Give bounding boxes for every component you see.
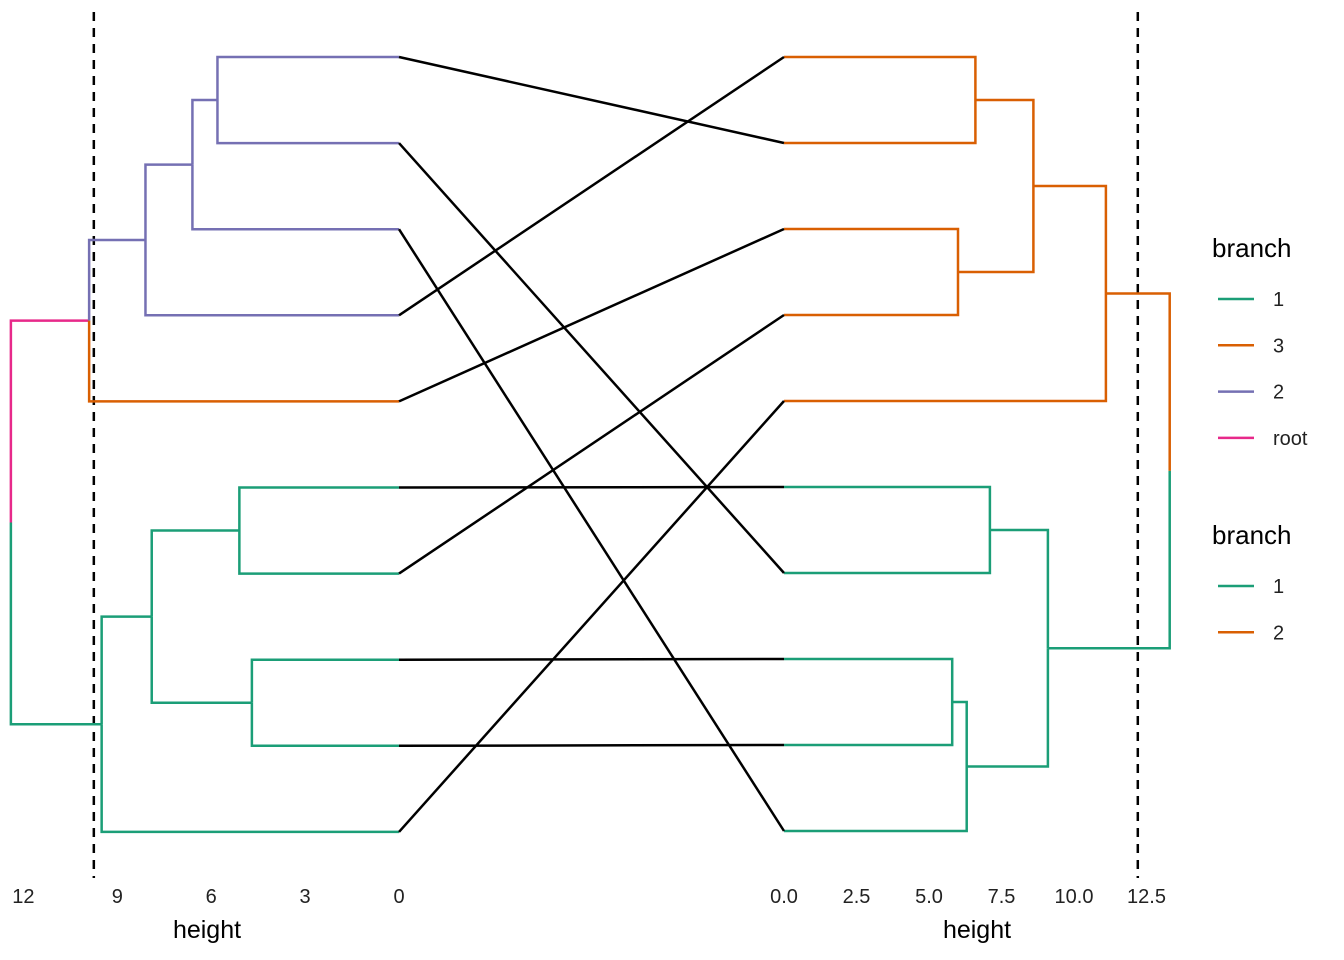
right-dendrogram-branch-R_g3-Rf9: [784, 702, 954, 747]
connection-line-5-3: [398, 227, 785, 403]
right-dendrogram-branch-R_o2-Rf1: [784, 55, 977, 100]
left-dendrogram-branch-L_p1-Lf4: [144, 239, 399, 317]
left-dendrogram-branch-L_p2-Lf3: [191, 164, 399, 231]
right-x-tick-label: 2.5: [843, 886, 871, 908]
left-x-tick-label: 3: [300, 886, 311, 908]
left-x-axis: 12 9 6 3 0: [12, 886, 404, 908]
right-dendrogram-branch-R_top-Rf5: [784, 293, 1108, 403]
right-dendrogram: [784, 55, 1171, 833]
right-dendrogram-branch-R_o2-Rf2: [784, 100, 977, 145]
right-dendrogram-branch-R_top-R_o1: [1033, 184, 1108, 294]
right-x-tick-label: 0.0: [770, 886, 798, 908]
right-dendrogram-branch-R_o1-R_o3: [958, 186, 1035, 274]
right-dendrogram-branch-R_g1-Rf7: [784, 530, 992, 575]
cut-lines: [92, 12, 1140, 878]
right-x-tick-label: 10.0: [1055, 886, 1094, 908]
right-axis-title: height: [943, 916, 1011, 944]
connection-line-2-7: [398, 142, 785, 574]
left-dendrogram: [9, 55, 399, 834]
right-dendrogram-branch-R_bot-R_g1: [989, 528, 1050, 649]
legend-title: branch: [1212, 233, 1292, 263]
legend-label: 2: [1273, 382, 1284, 404]
left-dendrogram-branch-L_g1-L_g2: [150, 529, 240, 617]
left-dendrogram-branch-L_p2-L_p3: [191, 98, 218, 165]
left-dendrogram-branch-L_bot-Lf10: [100, 724, 399, 834]
connection-line-1-2: [398, 55, 785, 145]
left-dendrogram-branch-L_root-L_bot: [9, 522, 102, 726]
connection-line-3-10: [397, 228, 786, 832]
legend-right-branch: branch 1 2: [1212, 520, 1292, 644]
left-dendrogram-branch-L_g2-Lf6: [238, 486, 399, 531]
right-dendrogram-branch-R_g3-Rf8: [784, 657, 954, 702]
right-dendrogram-branch-R_bot-R_g2: [966, 648, 1050, 768]
legend-label: 1: [1273, 576, 1284, 598]
legend-title: branch: [1212, 520, 1292, 550]
legend-left-branch: branch 1 3 2 root: [1212, 233, 1308, 450]
right-dendrogram-branch-R_root-R_top: [1105, 292, 1171, 471]
left-dendrogram-branch-L_bot-L_g1: [100, 615, 152, 725]
connection-lines: [397, 55, 786, 833]
right-dendrogram-branch-R_o1-R_o2: [975, 98, 1035, 186]
left-dendrogram-branch-L_p3-Lf1: [216, 55, 399, 101]
right-dendrogram-branch-R_g2-Rf10: [784, 766, 968, 833]
legend-label: 2: [1273, 622, 1284, 644]
connection-line-10-5: [398, 400, 785, 833]
right-dendrogram-branch-R_g2-R_g3: [952, 700, 968, 767]
left-dendrogram-branch-L_g3-Lf9: [250, 702, 399, 748]
left-x-tick-label: 6: [206, 886, 217, 908]
left-dendrogram-branch-L_g1-L_g3: [150, 616, 252, 704]
connection-line-8-8: [398, 657, 785, 661]
left-dendrogram-branch-L_top-Lf5: [87, 320, 399, 403]
right-dendrogram-branch-R_o3-Rf4: [784, 272, 960, 317]
left-dendrogram-branch-L_g3-Lf8: [250, 658, 399, 703]
left-axis-title: height: [173, 916, 241, 944]
left-x-tick-label: 0: [393, 886, 404, 908]
left-x-tick-label: 12: [12, 886, 34, 908]
connection-line-4-1: [398, 55, 785, 317]
connection-line-6-6: [398, 485, 785, 489]
right-dendrogram-branch-R_root-R_bot: [1047, 470, 1171, 650]
connection-line-7-4: [398, 313, 785, 575]
left-dendrogram-branch-L_p1-L_p2: [144, 163, 193, 240]
left-dendrogram-branch-L_top-L_p1: [87, 238, 146, 321]
connection-line-9-9: [398, 743, 785, 748]
right-x-tick-label: 5.0: [915, 886, 943, 908]
left-dendrogram-branch-L_p3-Lf2: [216, 100, 399, 145]
right-dendrogram-branch-R_o3-Rf3: [784, 227, 960, 272]
right-x-axis: 0.0 2.5 5.0 7.5 10.0 12.5: [770, 886, 1166, 908]
left-dendrogram-branch-L_g2-Lf7: [238, 530, 399, 575]
legend-label: root: [1273, 428, 1308, 450]
left-x-tick-label: 9: [112, 886, 123, 908]
right-x-tick-label: 7.5: [988, 886, 1016, 908]
legend-label: 1: [1273, 289, 1284, 311]
legend-label: 3: [1273, 335, 1284, 357]
right-x-tick-label: 12.5: [1127, 886, 1166, 908]
left-dendrogram-branch-L_root-L_top: [9, 319, 90, 523]
right-dendrogram-branch-R_g1-Rf6: [784, 485, 992, 530]
